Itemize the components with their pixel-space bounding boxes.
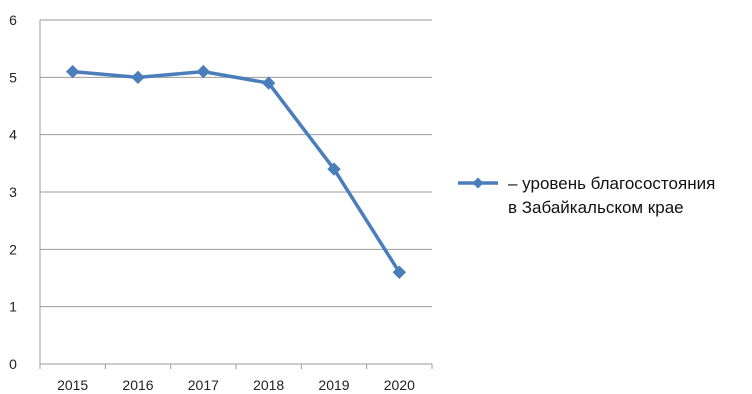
y-tick-label: 0 [9, 356, 17, 372]
data-point-2016 [131, 70, 145, 85]
y-tick-label: 1 [9, 299, 17, 315]
series-group [65, 64, 407, 279]
axes [39, 20, 433, 369]
data-point-2017 [196, 64, 211, 79]
y-tick-label: 3 [9, 184, 17, 200]
legend-marker-icon [472, 177, 484, 189]
x-tick-label: 2018 [253, 377, 284, 393]
y-axis-ticks: 0 1 2 3 4 5 6 [9, 12, 17, 372]
legend-label-line: – уровень благосостояния [508, 174, 715, 193]
x-tick-label: 2017 [188, 377, 219, 393]
grid-lines [40, 19, 432, 308]
y-tick-label: 4 [9, 127, 17, 143]
x-tick-label: 2020 [384, 377, 415, 393]
y-tick-label: 6 [9, 12, 17, 28]
x-tick-label: 2019 [318, 377, 349, 393]
x-tick-label: 2016 [122, 377, 153, 393]
data-point-2015 [65, 64, 80, 79]
x-axis-ticks: 2015 2016 2017 2018 2019 2020 [57, 377, 415, 393]
data-point-2020 [392, 265, 407, 279]
series-line [70, 69, 402, 275]
legend: – уровень благосостояния в Забайкальском … [458, 174, 715, 217]
legend-label: – уровень благосостояния в Забайкальском … [508, 174, 715, 217]
y-tick-label: 2 [9, 241, 17, 257]
legend-label-line: в Забайкальском крае [508, 198, 684, 217]
y-tick-label: 5 [9, 69, 17, 85]
x-tick-label: 2015 [57, 377, 88, 393]
data-point-2018 [261, 76, 276, 90]
data-point-2019 [327, 162, 341, 176]
